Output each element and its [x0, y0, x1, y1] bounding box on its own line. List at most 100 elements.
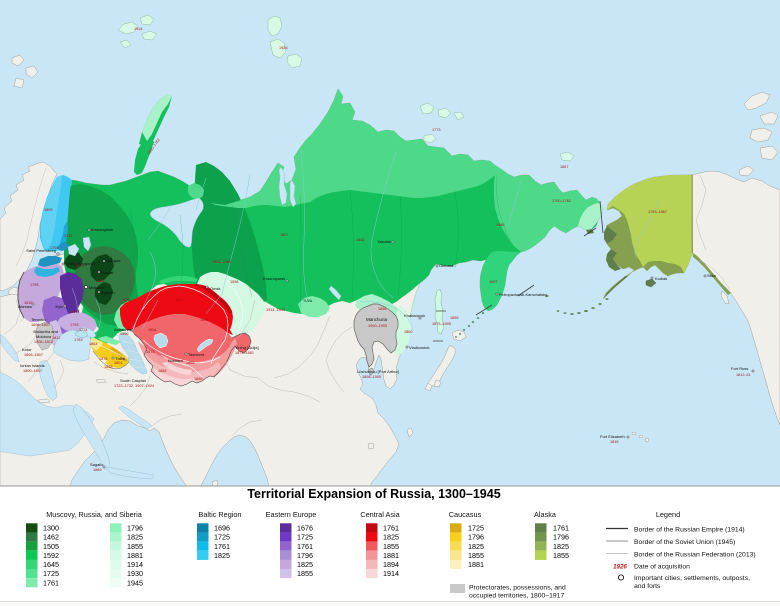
- svg-text:1812: 1812: [52, 336, 60, 340]
- svg-text:1860: 1860: [404, 330, 412, 334]
- svg-text:1648: 1648: [496, 223, 504, 227]
- svg-text:1889: 1889: [93, 468, 101, 472]
- svg-text:1945: 1945: [127, 578, 143, 587]
- svg-text:1478: 1478: [76, 264, 84, 268]
- svg-text:Okhotsk: Okhotsk: [439, 263, 454, 268]
- svg-text:1885: 1885: [158, 369, 166, 373]
- svg-text:Kotor: Kotor: [22, 347, 32, 352]
- svg-text:1816: 1816: [610, 440, 618, 444]
- svg-text:Central Asia: Central Asia: [360, 510, 400, 519]
- svg-text:Territorial Expansion of Russi: Territorial Expansion of Russia, 1300–19…: [247, 487, 500, 501]
- svg-text:Border of the Soviet Union (19: Border of the Soviet Union (1945): [634, 539, 735, 546]
- svg-text:1793: 1793: [70, 323, 78, 327]
- svg-text:Alaska: Alaska: [534, 510, 557, 519]
- svg-text:Tashkent: Tashkent: [188, 352, 205, 357]
- svg-text:1881: 1881: [127, 551, 143, 560]
- svg-text:1873: 1873: [146, 350, 154, 354]
- svg-text:1895: 1895: [194, 377, 202, 381]
- svg-text:Kodiak: Kodiak: [655, 276, 667, 281]
- svg-text:Caucasus: Caucasus: [449, 510, 482, 519]
- svg-text:Lüshunkou [Port Arthur]: Lüshunkou [Port Arthur]: [357, 369, 399, 374]
- svg-text:1930: 1930: [127, 569, 143, 578]
- svg-text:1721: 1721: [64, 234, 72, 238]
- svg-text:1894: 1894: [383, 560, 399, 569]
- svg-text:1855: 1855: [383, 542, 399, 551]
- svg-text:1858: 1858: [378, 307, 386, 311]
- svg-text:Petropavlovsk-Kamchatsky: Petropavlovsk-Kamchatsky: [499, 292, 547, 297]
- svg-text:1667: 1667: [71, 310, 79, 314]
- svg-text:1607: 1607: [280, 233, 288, 237]
- svg-text:1676: 1676: [297, 524, 313, 533]
- svg-text:and forts: and forts: [634, 583, 661, 590]
- svg-text:Ryazan: Ryazan: [101, 290, 115, 295]
- svg-text:Saint Petersburg: Saint Petersburg: [26, 248, 56, 253]
- svg-text:1761: 1761: [43, 578, 59, 587]
- svg-text:Border of the Russian Federati: Border of the Russian Federation (2013): [634, 552, 756, 559]
- svg-text:1696: 1696: [214, 524, 230, 533]
- svg-text:1875–1905: 1875–1905: [432, 322, 451, 326]
- svg-text:1846: 1846: [200, 318, 208, 322]
- svg-text:Tbilisi: Tbilisi: [115, 356, 125, 361]
- svg-text:1855: 1855: [127, 542, 143, 551]
- svg-text:1914: 1914: [127, 560, 143, 569]
- svg-text:Eastern Europe: Eastern Europe: [266, 510, 317, 519]
- svg-text:1825: 1825: [383, 533, 399, 542]
- svg-text:1806–1807: 1806–1807: [31, 323, 50, 327]
- svg-text:TUVA: TUVA: [303, 299, 313, 303]
- svg-text:1645: 1645: [43, 560, 59, 569]
- svg-text:1881: 1881: [383, 551, 399, 560]
- svg-text:Kyiv: Kyiv: [55, 304, 63, 309]
- svg-text:1871–1881: 1871–1881: [235, 351, 254, 355]
- svg-text:occupied territories, 1800–191: occupied territories, 1800–1917: [469, 593, 564, 600]
- svg-text:1822: 1822: [175, 298, 183, 302]
- svg-text:1855: 1855: [450, 316, 458, 320]
- svg-text:1926: 1926: [613, 564, 627, 571]
- svg-text:1825: 1825: [297, 560, 313, 569]
- svg-text:Astrakhan: Astrakhan: [114, 327, 132, 332]
- svg-text:Arkhangelsk: Arkhangelsk: [91, 227, 113, 232]
- svg-text:1725: 1725: [214, 533, 230, 542]
- svg-text:1592: 1592: [43, 551, 59, 560]
- svg-text:Moscow: Moscow: [89, 285, 104, 290]
- svg-text:1796: 1796: [468, 533, 484, 542]
- svg-text:Veliky Novgorod: Veliky Novgorod: [66, 261, 95, 266]
- svg-text:Protectorates, possessions, an: Protectorates, possessions, and: [469, 585, 566, 592]
- svg-text:1825: 1825: [214, 551, 230, 560]
- svg-text:1725: 1725: [297, 533, 313, 542]
- svg-text:1854: 1854: [148, 328, 156, 332]
- svg-text:1485: 1485: [96, 279, 104, 283]
- svg-text:1773: 1773: [432, 128, 440, 132]
- svg-text:1898–1905: 1898–1905: [362, 375, 381, 379]
- svg-text:1300: 1300: [43, 524, 59, 533]
- svg-text:Baltic Region: Baltic Region: [199, 510, 242, 519]
- svg-text:1815: 1815: [24, 301, 32, 305]
- svg-text:Legend: Legend: [656, 510, 680, 519]
- svg-text:1825: 1825: [468, 542, 484, 551]
- svg-text:1598: 1598: [230, 280, 238, 284]
- svg-text:1725: 1725: [43, 569, 59, 578]
- svg-text:1796: 1796: [297, 551, 313, 560]
- svg-text:1800–1807: 1800–1807: [23, 369, 42, 373]
- svg-text:1793–1867: 1793–1867: [648, 210, 667, 214]
- svg-text:1700–1762: 1700–1762: [552, 199, 571, 203]
- svg-text:1632: 1632: [356, 238, 364, 242]
- svg-text:1881: 1881: [468, 560, 484, 569]
- svg-text:1825: 1825: [553, 542, 569, 551]
- svg-text:Omsk: Omsk: [210, 286, 220, 291]
- svg-text:1725: 1725: [468, 524, 484, 533]
- svg-text:1914, 1944: 1914, 1944: [266, 308, 285, 312]
- svg-text:1801: 1801: [114, 361, 122, 365]
- svg-text:1581–1585: 1581–1585: [212, 260, 231, 264]
- svg-text:Muscovy, Russia, and Siberia: Muscovy, Russia, and Siberia: [46, 510, 143, 519]
- svg-text:1796: 1796: [127, 524, 143, 533]
- svg-text:1552: 1552: [122, 298, 130, 302]
- svg-text:Sagallo: Sagallo: [90, 462, 104, 467]
- svg-text:Yining [Gulja]: Yining [Gulja]: [235, 345, 259, 350]
- svg-text:Bukhara: Bukhara: [168, 358, 184, 363]
- svg-text:Vladivostok: Vladivostok: [409, 345, 429, 350]
- svg-text:Suzdal: Suzdal: [101, 270, 113, 275]
- svg-text:1761: 1761: [214, 542, 230, 551]
- svg-text:1697: 1697: [489, 280, 497, 284]
- svg-text:1774: 1774: [79, 328, 87, 332]
- svg-text:1796: 1796: [553, 533, 569, 542]
